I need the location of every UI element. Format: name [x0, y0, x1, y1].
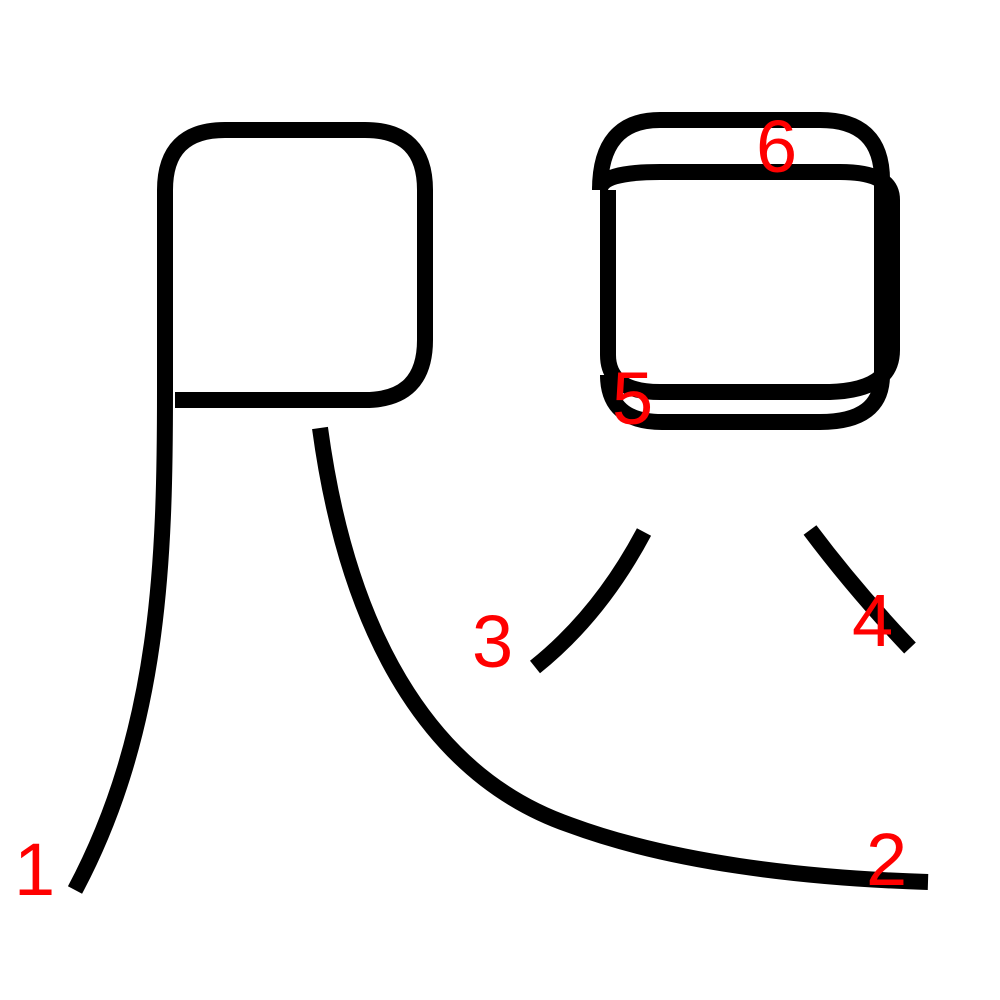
stroke-3-path [530, 528, 652, 674]
stroke-number-4: 4 [852, 579, 893, 662]
stroke-number-6: 6 [756, 105, 797, 188]
stroke-5-path [592, 164, 900, 400]
stroke-2-path [312, 426, 929, 890]
stroke-1-path [67, 122, 433, 894]
stroke-number-5: 5 [612, 357, 653, 440]
stroke-6-path [592, 112, 890, 430]
stroke-number-3: 3 [472, 600, 513, 683]
stroke-number-2: 2 [866, 818, 907, 901]
stroke-number-1: 1 [14, 828, 55, 911]
stroke-4-path [803, 525, 916, 654]
